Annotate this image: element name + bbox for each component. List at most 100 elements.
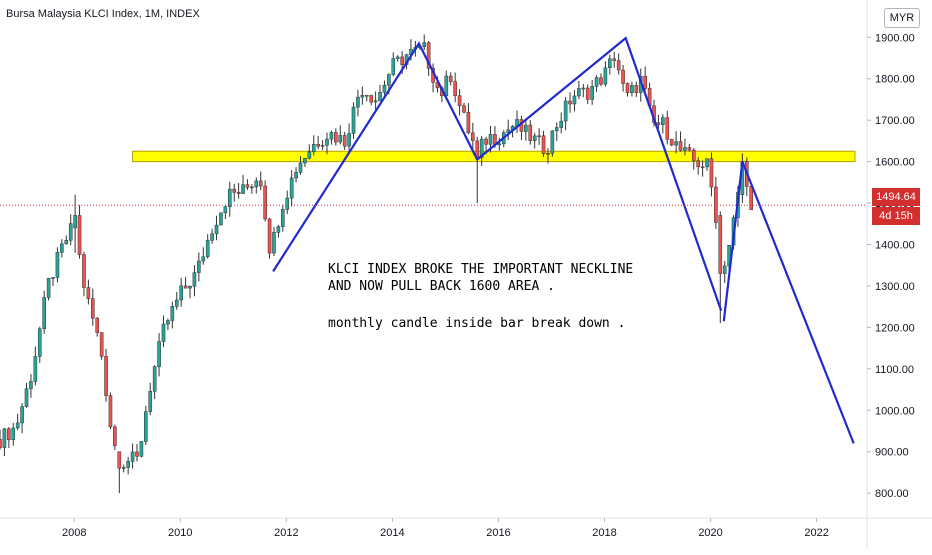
candle-body	[678, 141, 683, 151]
candle-body	[152, 366, 157, 392]
candle-body	[272, 232, 276, 254]
candle-body	[577, 88, 581, 97]
candle-body	[214, 224, 219, 235]
x-tick-label: 2010	[168, 527, 192, 539]
candle-body	[373, 100, 378, 103]
candle-body	[568, 100, 572, 105]
candle-body	[73, 215, 77, 229]
y-tick-label: 1900.00	[875, 32, 915, 44]
y-tick-label: 1200.00	[875, 322, 915, 334]
y-tick-label: 1800.00	[875, 74, 915, 86]
candle-body	[714, 186, 718, 223]
candle-body	[554, 127, 559, 132]
candle-body	[51, 277, 55, 279]
candle-body	[546, 153, 550, 155]
candle-body	[285, 197, 290, 210]
candle-body	[426, 42, 431, 69]
candle-body	[625, 83, 630, 93]
candle-body	[307, 151, 312, 159]
candle-body	[223, 206, 228, 214]
symbol-title: Bursa Malaysia KLCI Index, 1M, INDEX	[6, 8, 200, 20]
candle-body	[0, 439, 2, 448]
candle-body	[563, 100, 568, 122]
candle-body	[245, 184, 250, 188]
candle-body	[599, 77, 603, 85]
candle-body	[342, 135, 347, 147]
candle-body	[258, 180, 263, 187]
candle-body	[166, 320, 170, 325]
y-tick-label: 1700.00	[875, 115, 915, 127]
candle-body	[161, 323, 166, 342]
candle-body	[422, 42, 427, 47]
candle-body	[665, 117, 670, 140]
y-tick-label: 900.00	[875, 447, 909, 459]
candle-body	[572, 95, 577, 105]
candle-body	[33, 356, 38, 382]
candle-body	[369, 95, 373, 103]
candle-body	[130, 451, 135, 462]
candle-body	[360, 94, 365, 98]
candle-body	[351, 106, 356, 134]
candle-body	[2, 428, 7, 448]
candle-body	[289, 177, 294, 199]
candle-body	[144, 411, 148, 442]
candle-body	[656, 122, 661, 125]
candle-body	[581, 87, 586, 90]
candle-body	[497, 143, 502, 146]
candle-body	[42, 297, 46, 330]
candle-body	[616, 60, 621, 71]
x-tick-label: 2018	[592, 527, 616, 539]
candle-body	[183, 285, 188, 289]
candle-body	[643, 75, 647, 89]
candle-body	[669, 138, 674, 146]
candle-body	[139, 441, 144, 457]
candle-body	[24, 388, 29, 407]
candle-body	[95, 317, 100, 333]
candle-body	[170, 306, 175, 321]
candle-body	[457, 95, 462, 106]
candle-body	[603, 67, 608, 85]
y-tick-label: 1400.00	[875, 239, 915, 251]
candle-body	[311, 143, 316, 153]
candle-body	[294, 172, 298, 179]
candle-body	[174, 299, 179, 307]
annotation-line-2: AND NOW PULL BACK 1600 AREA .	[328, 279, 555, 294]
candle-body	[691, 149, 696, 161]
y-tick-label: 1000.00	[875, 405, 915, 417]
candle-body	[466, 112, 471, 134]
candle-body	[201, 256, 206, 262]
candle-body	[29, 381, 33, 390]
candle-body	[334, 132, 338, 143]
y-tick-label: 800.00	[875, 488, 909, 500]
candle-body	[99, 332, 104, 357]
candle-body	[524, 124, 528, 132]
candle-body	[15, 422, 20, 429]
candle-body	[227, 188, 232, 207]
candle-body	[661, 117, 665, 125]
currency-badge[interactable]: MYR	[884, 8, 920, 28]
candle-body	[608, 58, 612, 69]
candle-body	[749, 186, 754, 210]
candle-body	[320, 145, 325, 147]
candle-body	[325, 138, 329, 146]
y-tick-label: 1300.00	[875, 281, 915, 293]
candle-body	[448, 75, 453, 82]
candle-body	[303, 157, 307, 164]
last-price-tag: 1494.64	[872, 188, 920, 206]
candle-body	[532, 135, 537, 141]
y-tick-label: 1600.00	[875, 157, 915, 169]
candle-body	[241, 184, 245, 194]
candle-body	[674, 141, 678, 146]
candle-body	[585, 87, 590, 100]
candle-body	[210, 233, 214, 241]
candle-body	[594, 77, 599, 87]
candle-body	[276, 226, 281, 233]
candle-body	[232, 188, 237, 193]
candle-body	[329, 132, 334, 140]
candle-body	[395, 56, 400, 59]
candle-body	[298, 162, 303, 173]
candle-body	[197, 260, 201, 273]
candle-body	[236, 192, 241, 194]
annotation-line-3: monthly candle inside bar break down .	[328, 316, 626, 331]
candle-body	[550, 130, 555, 154]
